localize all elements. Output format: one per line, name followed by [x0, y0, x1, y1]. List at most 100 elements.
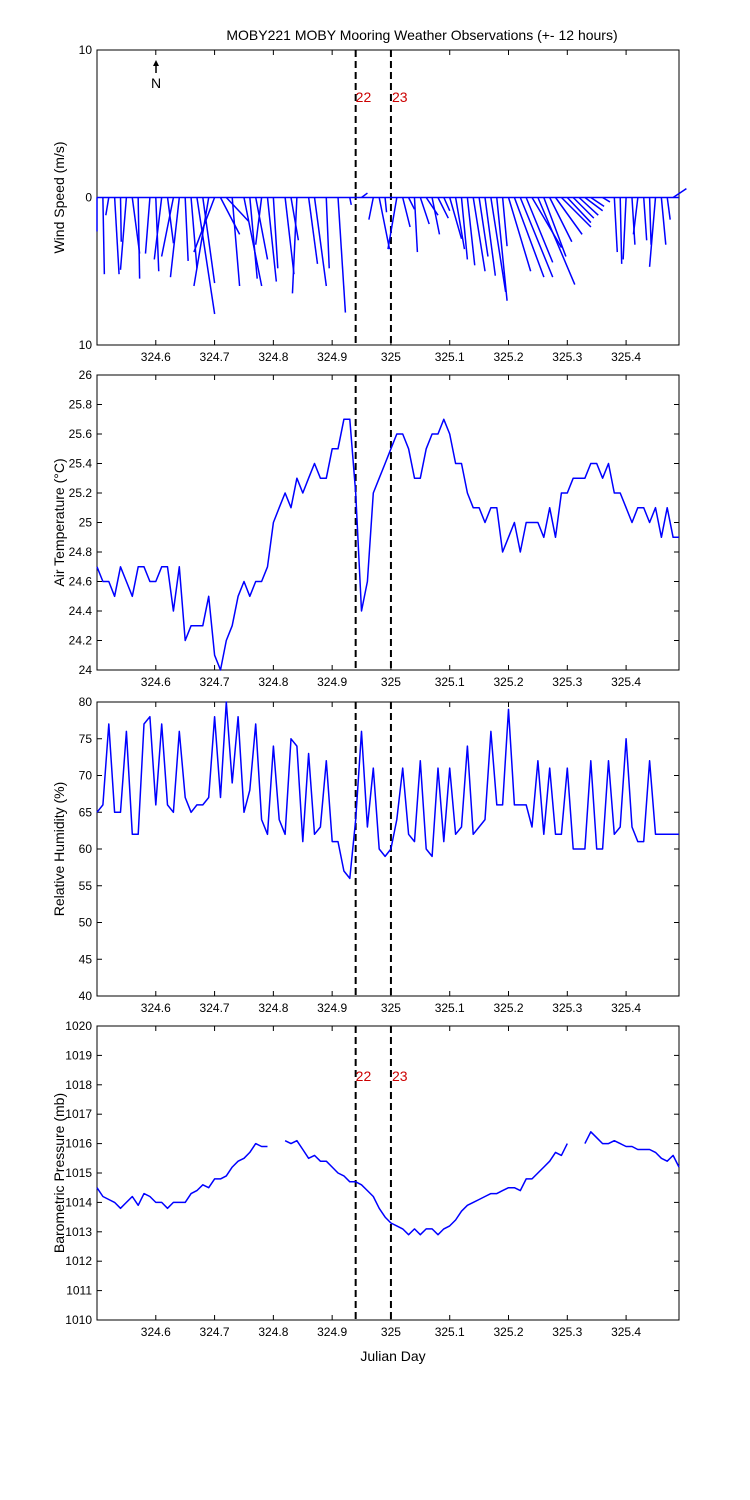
wind-vector: [401, 197, 411, 228]
y-tick-label: 25.6: [69, 427, 93, 441]
wind-vector: [578, 196, 599, 216]
wind-vector: [272, 197, 279, 269]
y-tick-label: 65: [79, 805, 93, 819]
x-tick-label: 325: [381, 1325, 401, 1339]
wind-vector: [501, 197, 508, 247]
y-tick-label: 10: [79, 43, 93, 57]
wind-vector: [466, 197, 476, 266]
x-tick-label: 324.7: [200, 1001, 230, 1015]
wind-vector: [407, 197, 416, 210]
wind-vector: [443, 197, 451, 212]
wind-vector: [307, 197, 319, 264]
x-tick-label: 324.6: [141, 350, 171, 364]
wind-vector: [631, 197, 636, 245]
wind-vector: [478, 197, 489, 257]
x-tick-label: 325.2: [493, 1001, 523, 1015]
x-tick-label: 325.4: [611, 350, 641, 364]
y-tick-label: 1020: [65, 1019, 92, 1033]
x-tick-label: 325.4: [611, 1325, 641, 1339]
x-tick-label: 324.9: [317, 1001, 347, 1015]
x-tick-label: 325.4: [611, 1001, 641, 1015]
x-tick-label: 325.1: [435, 1001, 465, 1015]
wind-vector: [243, 197, 263, 287]
x-tick-label: 324.7: [200, 675, 230, 689]
wind-vector: [160, 197, 175, 257]
wind-vector: [490, 197, 507, 293]
wind-vector: [507, 197, 532, 272]
y-tick-label: 55: [79, 879, 93, 893]
wind-vector: [566, 196, 592, 224]
wind-vector: [313, 197, 328, 287]
y-tick-label: 24: [79, 663, 93, 677]
wind-vector: [584, 196, 604, 212]
x-tick-label: 325.3: [552, 350, 582, 364]
wind-vector: [648, 197, 657, 267]
marker-label: 23: [392, 89, 408, 105]
wind-vector: [660, 197, 667, 245]
wind-vector: [454, 197, 466, 250]
wind-vector: [361, 192, 368, 199]
wind-vector: [102, 197, 106, 275]
wind-vector: [249, 197, 258, 279]
wind-vector: [619, 197, 623, 264]
wind-vector: [254, 197, 263, 245]
y-tick-label: 80: [79, 695, 93, 709]
wind-vector: [196, 197, 216, 315]
y-tick-label: 24.4: [69, 604, 93, 618]
wind-vector: [254, 197, 269, 260]
marker-label: 22: [356, 1068, 372, 1084]
y-axis-label: Air Temperature (°C): [51, 458, 67, 586]
wind-vector: [105, 197, 110, 216]
y-tick-label: 1011: [66, 1284, 92, 1298]
wind-vector: [266, 197, 278, 282]
marker-label: 23: [392, 1068, 408, 1084]
wind-vector: [642, 197, 648, 241]
wind-vector: [193, 197, 210, 287]
wind-vector: [513, 197, 545, 278]
x-tick-label: 324.9: [317, 675, 347, 689]
x-tick-label: 325.1: [435, 1325, 465, 1339]
wind-vector: [460, 197, 469, 260]
marker-label: 22: [356, 89, 372, 105]
wind-vector: [525, 197, 554, 263]
series-line-3: [96, 1131, 680, 1236]
wind-vector: [572, 196, 595, 219]
y-tick-label: 1012: [65, 1254, 92, 1268]
x-tick-label: 324.7: [200, 1325, 230, 1339]
wind-vector: [632, 197, 639, 235]
plot-frame-3: [96, 1025, 680, 1321]
y-tick-label: 25: [79, 516, 93, 530]
x-tick-label: 325.3: [552, 675, 582, 689]
north-arrow-head-icon: [153, 60, 159, 66]
y-tick-label: 1014: [65, 1195, 92, 1209]
wind-vector: [144, 197, 151, 254]
figure-title: MOBY221 MOBY Mooring Weather Observation…: [226, 27, 617, 43]
y-tick-label: 50: [79, 916, 93, 930]
wind-vector: [548, 197, 573, 243]
y-tick-label: 25.2: [69, 486, 93, 500]
wind-vector: [622, 197, 627, 260]
plot-frame-2: [96, 701, 680, 997]
x-tick-label: 324.8: [258, 1325, 288, 1339]
wind-vector: [113, 197, 120, 275]
y-tick-label: 1013: [65, 1225, 92, 1239]
wind-vector: [449, 197, 463, 240]
x-tick-label: 325: [381, 675, 401, 689]
wind-vector: [231, 197, 241, 287]
y-tick-label: 1019: [65, 1048, 92, 1062]
wind-vector: [602, 196, 611, 203]
wind-vector: [368, 197, 375, 220]
x-tick-label: 324.9: [317, 350, 347, 364]
wind-vector: [543, 197, 567, 257]
x-tick-label: 324.6: [141, 1325, 171, 1339]
wind-vector: [537, 197, 576, 285]
y-tick-label: 1018: [65, 1078, 92, 1092]
wind-vector: [291, 197, 298, 294]
wind-vector: [284, 197, 295, 275]
y-tick-label: 24.2: [69, 634, 93, 648]
wind-vector: [431, 197, 441, 235]
wind-vector: [496, 197, 508, 301]
wind-vector: [613, 197, 619, 253]
wind-vector: [225, 196, 250, 222]
